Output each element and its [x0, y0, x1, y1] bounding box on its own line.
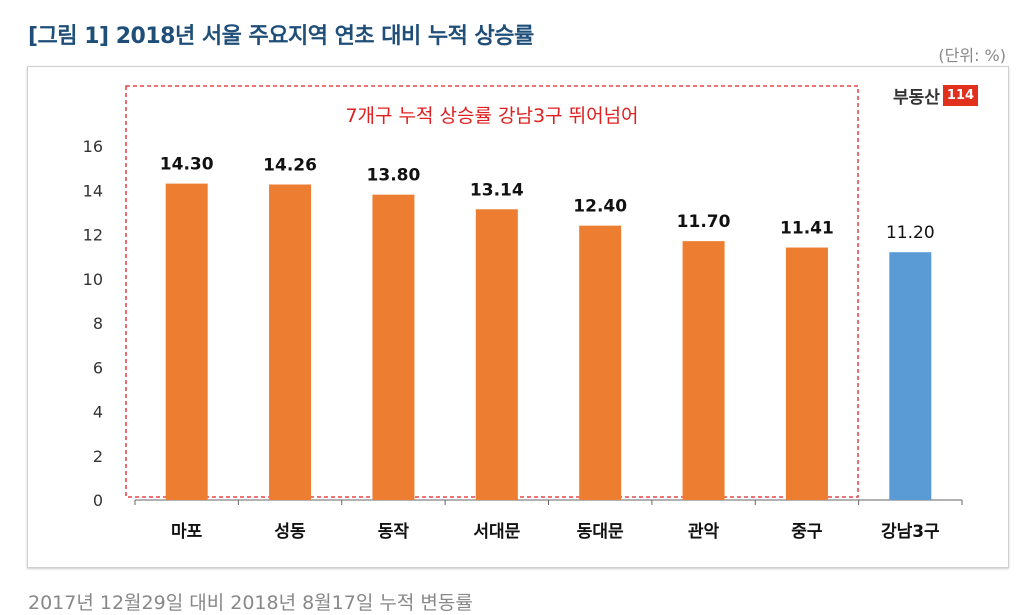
y-tick-label: 6: [93, 358, 103, 377]
x-tick-label: 강남3구: [881, 522, 940, 542]
y-tick-label: 0: [93, 491, 103, 510]
chart-frame: [27, 66, 1009, 568]
y-tick-label: 8: [93, 314, 103, 333]
y-tick-label: 10: [83, 270, 103, 289]
data-label: 11.20: [886, 223, 935, 243]
bar: [579, 225, 622, 500]
data-label: 13.80: [367, 166, 421, 186]
x-tick-label: 중구: [791, 522, 823, 542]
bar: [682, 241, 725, 500]
y-tick-label: 14: [83, 181, 103, 200]
bar: [372, 194, 415, 501]
chart-title: [그림 1] 2018년 서울 주요지역 연초 대비 누적 상승률: [28, 24, 534, 49]
y-tick-label: 16: [83, 137, 103, 156]
bar: [785, 247, 828, 500]
unit-label: (단위: %): [938, 46, 1006, 65]
y-tick-label: 4: [93, 403, 103, 422]
x-tick-label: 성동: [274, 522, 306, 542]
data-label: 11.41: [780, 219, 834, 239]
data-label: 13.14: [470, 180, 524, 200]
data-label: 12.40: [573, 197, 627, 217]
data-label: 14.30: [160, 155, 214, 175]
x-tick-label: 마포: [171, 522, 203, 542]
bar: [165, 183, 208, 501]
x-tick-label: 관악: [688, 522, 720, 542]
footer-note: 2017년 12월29일 대비 2018년 8월17일 누적 변동률: [28, 592, 473, 614]
annotation-text: 7개구 누적 상승률 강남3구 뛰어넘어: [345, 105, 638, 127]
y-tick-label: 2: [93, 447, 103, 466]
x-tick-label: 동대문: [577, 522, 624, 542]
data-label: 14.26: [263, 155, 317, 175]
logo: 부동산 114: [893, 83, 979, 108]
data-label: 11.70: [677, 212, 731, 232]
bar: [889, 252, 932, 500]
logo-text: 부동산: [893, 88, 940, 108]
x-tick-label: 동작: [378, 522, 410, 542]
bar: [269, 184, 312, 500]
x-tick-label: 서대문: [473, 522, 520, 542]
y-tick-label: 12: [83, 226, 103, 245]
bar: [475, 209, 518, 500]
logo-box: 114: [942, 85, 979, 106]
